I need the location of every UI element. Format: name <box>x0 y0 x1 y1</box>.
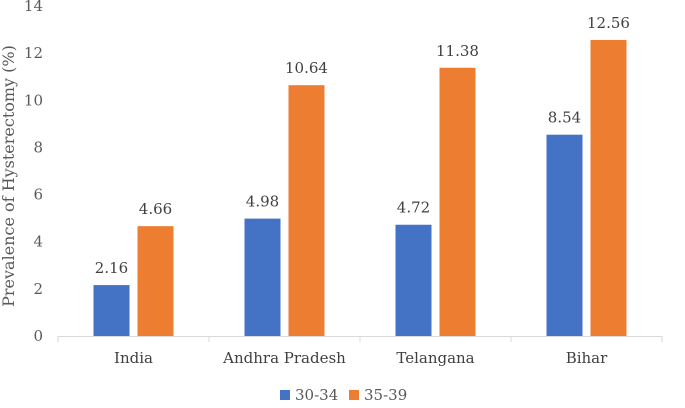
data-label: 12.56 <box>587 14 630 32</box>
y-axis-title-group: Prevalence of Hysterectomy (%) <box>0 45 18 307</box>
y-tick-label: 8 <box>33 138 43 156</box>
legend-swatch <box>349 390 359 400</box>
y-tick-label: 6 <box>33 186 43 204</box>
data-label: 11.38 <box>436 42 479 60</box>
y-tick-label: 10 <box>24 91 43 109</box>
y-tick-label: 0 <box>33 327 43 345</box>
category-label: Andhra Pradesh <box>222 349 346 367</box>
bar-35-39-telangana <box>439 67 476 336</box>
bar-30-34-andhra-pradesh <box>244 218 281 336</box>
y-tick-label: 12 <box>24 44 43 62</box>
category-label: Bihar <box>566 349 608 367</box>
bar-30-34-india <box>93 285 130 336</box>
y-tick-label: 2 <box>33 280 43 298</box>
data-label: 4.66 <box>139 200 172 218</box>
y-axis-ticks: 0 2 4 6 8 10 12 14 <box>24 0 43 345</box>
bar-30-34-telangana <box>395 224 432 336</box>
data-labels: 2.16 4.66 4.98 10.64 4.72 11.38 8.54 12.56 <box>95 14 630 277</box>
data-label: 8.54 <box>548 109 581 127</box>
data-label: 4.72 <box>397 199 430 217</box>
legend-label: 30-34 <box>295 386 338 403</box>
bar-30-34-bihar <box>546 134 583 336</box>
y-tick-label: 4 <box>33 233 43 251</box>
category-labels: India Andhra Pradesh Telangana Bihar <box>114 349 608 367</box>
y-axis-title: Prevalence of Hysterectomy (%) <box>0 45 18 307</box>
data-label: 2.16 <box>95 259 128 277</box>
category-label: Telangana <box>396 349 474 367</box>
legend: 30-34 35-39 <box>280 386 407 404</box>
data-label: 4.98 <box>246 193 279 211</box>
category-label: India <box>114 349 153 367</box>
category-tick-marks <box>57 336 663 342</box>
bar-35-39-india <box>137 226 174 336</box>
bar-35-39-bihar <box>590 39 627 336</box>
legend-swatch <box>280 390 290 400</box>
bars <box>93 39 627 336</box>
y-tick-label: 14 <box>24 0 43 15</box>
data-label: 10.64 <box>285 59 328 77</box>
bar-35-39-andhra-pradesh <box>288 85 325 336</box>
legend-label: 35-39 <box>364 386 407 403</box>
